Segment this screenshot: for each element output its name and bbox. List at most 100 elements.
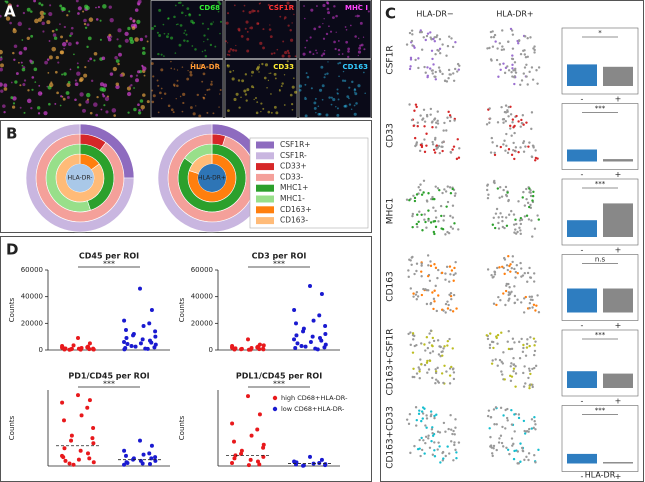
tissue-dot xyxy=(23,46,28,51)
data-point xyxy=(76,336,80,340)
tissue-dot xyxy=(68,10,71,13)
tissue-dot xyxy=(69,34,72,38)
tsne-dot xyxy=(528,306,531,310)
legend-marker xyxy=(272,406,278,412)
tissue-dot xyxy=(185,33,188,36)
tsne-dot xyxy=(440,271,444,275)
data-point xyxy=(123,328,128,332)
tsne-dot xyxy=(530,111,534,114)
tsne-dot xyxy=(438,69,442,72)
tsne-dot xyxy=(418,149,422,153)
tissue-dot xyxy=(219,20,223,23)
tissue-dot xyxy=(139,37,144,42)
tsne-dot xyxy=(436,122,440,125)
tsne-dot xyxy=(523,432,527,435)
tsne-dot xyxy=(427,437,430,440)
tsne-dot xyxy=(428,332,431,335)
tissue-dot xyxy=(257,65,260,69)
tissue-dot xyxy=(255,67,260,71)
tsne-dot xyxy=(513,267,516,271)
tissue-dot xyxy=(198,13,201,17)
tsne-dot xyxy=(511,121,514,124)
tissue-dot xyxy=(258,2,261,5)
legend-swatch xyxy=(256,217,274,225)
tsne-dot xyxy=(429,31,432,34)
tsne-dot xyxy=(438,52,442,55)
tissue-dot xyxy=(182,101,185,105)
tsne-dot xyxy=(436,448,439,451)
tissue-dot xyxy=(243,4,246,7)
tsne-dot xyxy=(507,69,511,72)
bar xyxy=(603,288,633,313)
data-point xyxy=(71,462,76,467)
tissue-dot xyxy=(227,50,231,53)
data-point xyxy=(60,400,65,405)
tsne-dot xyxy=(437,441,440,444)
tissue-dot xyxy=(129,36,134,41)
tissue-dot xyxy=(206,88,209,92)
tsne-dot xyxy=(420,293,424,297)
tissue-dot xyxy=(185,14,187,17)
tissue-dot xyxy=(334,47,337,51)
tsne-dot xyxy=(420,419,423,423)
tissue-dot xyxy=(37,91,43,96)
tsne-dot xyxy=(522,346,525,350)
tissue-dot xyxy=(298,84,302,88)
tissue-dot xyxy=(283,74,286,76)
tsne-dot xyxy=(420,30,423,34)
y-tick-label: 60000 xyxy=(21,266,43,274)
tsne-dot xyxy=(523,53,527,56)
tsne-dot xyxy=(412,194,415,198)
significance: *** xyxy=(273,380,285,389)
tissue-dot xyxy=(66,82,71,87)
tsne-dot xyxy=(500,360,503,364)
tissue-dot xyxy=(358,15,361,17)
tsne-dot xyxy=(448,119,452,123)
tsne-dot xyxy=(526,55,529,58)
tsne-dot xyxy=(431,344,434,348)
tsne-dot xyxy=(492,444,496,448)
tissue-dot xyxy=(218,2,222,6)
tsne-dot xyxy=(437,381,441,384)
tsne-dot xyxy=(435,35,438,39)
tsne-dot xyxy=(532,190,535,194)
tsne-dot xyxy=(428,359,432,363)
tissue-dot xyxy=(191,21,195,25)
tsne-dot xyxy=(496,121,500,124)
tsne-dot xyxy=(495,58,499,62)
tsne-dot xyxy=(537,448,540,452)
x-tick-label: - xyxy=(581,472,584,481)
tsne-dot xyxy=(530,127,533,131)
tsne-dot xyxy=(414,293,418,296)
tissue-dot xyxy=(101,56,106,61)
tsne-dot xyxy=(493,226,497,230)
tissue-dot xyxy=(37,112,41,115)
tsne-dot xyxy=(505,446,508,450)
tissue-dot xyxy=(160,68,164,72)
tsne-dot xyxy=(438,431,442,434)
tissue-dot xyxy=(304,114,308,118)
tsne-dot xyxy=(451,227,455,230)
legend-swatch xyxy=(256,152,274,160)
tissue-dot xyxy=(347,47,351,51)
tissue-dot xyxy=(219,93,221,95)
tsne-dot xyxy=(415,141,419,144)
tissue-dot xyxy=(256,10,260,13)
tissue-dot xyxy=(188,13,192,17)
tsne-dot xyxy=(498,358,502,362)
tissue-dot xyxy=(12,51,15,55)
tissue-dot xyxy=(253,98,255,101)
tsne-dot xyxy=(451,148,454,151)
tissue-dot xyxy=(336,92,339,95)
tsne-dot xyxy=(536,294,539,297)
tissue-dot xyxy=(332,97,336,102)
tsne-dot xyxy=(529,372,532,376)
tissue-dot xyxy=(261,62,264,66)
data-point xyxy=(63,346,68,351)
tissue-dot xyxy=(10,96,14,100)
tsne-dot xyxy=(510,71,513,74)
tsne-dot xyxy=(531,194,535,198)
tissue-dot xyxy=(79,76,84,82)
tissue-dot xyxy=(231,77,235,81)
tissue-dot xyxy=(23,79,27,82)
